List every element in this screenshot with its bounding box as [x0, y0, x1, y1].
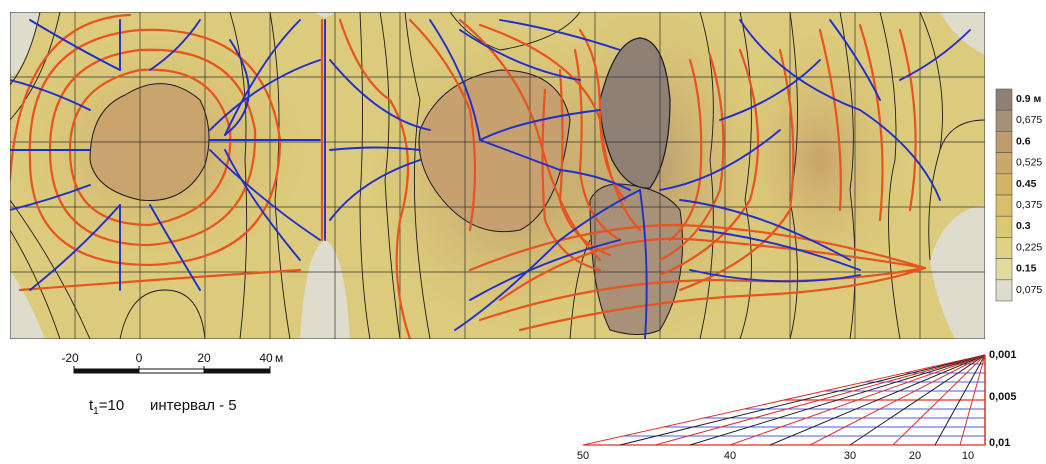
nomogram-bottom-label: 30: [844, 450, 856, 462]
legend-label: 0.45: [1016, 178, 1037, 190]
nomogram-ray: [809, 354, 986, 446]
nomogram: 0,001 0,005 0,01 50 40 30 20 10: [577, 349, 1017, 462]
nomogram-right-label: 0,01: [989, 437, 1010, 449]
field-map: [10, 12, 985, 339]
legend-label: 0,525: [1016, 157, 1042, 169]
nomogram-ray: [934, 354, 986, 446]
legend-swatch: [995, 279, 1013, 302]
legend-label: 0,225: [1016, 241, 1042, 253]
nomogram-bottom-label: 20: [909, 450, 921, 462]
annotation-note: t1=10 интервал - 5: [89, 397, 237, 417]
nomogram-ray: [959, 354, 986, 446]
legend-swatch: [995, 109, 1013, 132]
legend-swatch: [995, 88, 1013, 111]
nomogram-ray: [729, 354, 986, 446]
legend-swatch: [995, 237, 1013, 259]
legend-swatch: [995, 258, 1013, 281]
legend-swatch: [995, 215, 1013, 238]
nomogram-bottom-label: 50: [577, 450, 589, 462]
legend-label: 0.3: [1016, 220, 1031, 232]
nomogram-ray: [849, 354, 986, 446]
t-symbol: t: [89, 397, 94, 414]
legend-swatch: [995, 131, 1013, 153]
nomogram-ray: [619, 354, 986, 446]
legend-swatch: [995, 152, 1013, 175]
scale-tick-label: -20: [61, 351, 79, 365]
legend-label: 0.15: [1016, 263, 1037, 275]
interval-label: интервал - 5: [150, 397, 237, 414]
nomogram-ray: [769, 354, 986, 446]
svg-text:t1=10: t1=10: [89, 397, 124, 417]
legend-label: 0,075: [1016, 284, 1042, 296]
scale-tick-label: 0: [136, 351, 143, 365]
t-subscript: 1: [93, 406, 99, 417]
nomogram-ray: [582, 354, 986, 446]
legend-swatch: [995, 173, 1013, 196]
nomogram-ray: [654, 354, 986, 446]
scale-bar: -20 0 20 40 м: [61, 351, 283, 374]
t-value: =10: [99, 397, 124, 414]
nomogram-right-label: 0,001: [989, 349, 1017, 361]
color-legend: 0.9 м 0,675 0.6 0,525 0.45 0,375 0.3 0,225 0.15 0…: [995, 88, 1042, 302]
nomogram-bottom-label: 40: [724, 450, 736, 462]
legend-swatch: [995, 194, 1013, 217]
scale-unit-label: м: [275, 351, 283, 365]
legend-label: 0.9 м: [1016, 93, 1042, 105]
scale-tick-label: 40: [259, 351, 273, 365]
scale-tick-label: 20: [197, 351, 211, 365]
nomogram-ray: [892, 354, 986, 446]
legend-label: 0,675: [1016, 114, 1042, 126]
nomogram-right-label: 0,005: [989, 391, 1017, 403]
nomogram-bottom-label: 10: [962, 450, 974, 462]
nomogram-ray: [689, 354, 986, 446]
legend-label: 0,375: [1016, 199, 1042, 211]
legend-label: 0.6: [1016, 135, 1031, 147]
